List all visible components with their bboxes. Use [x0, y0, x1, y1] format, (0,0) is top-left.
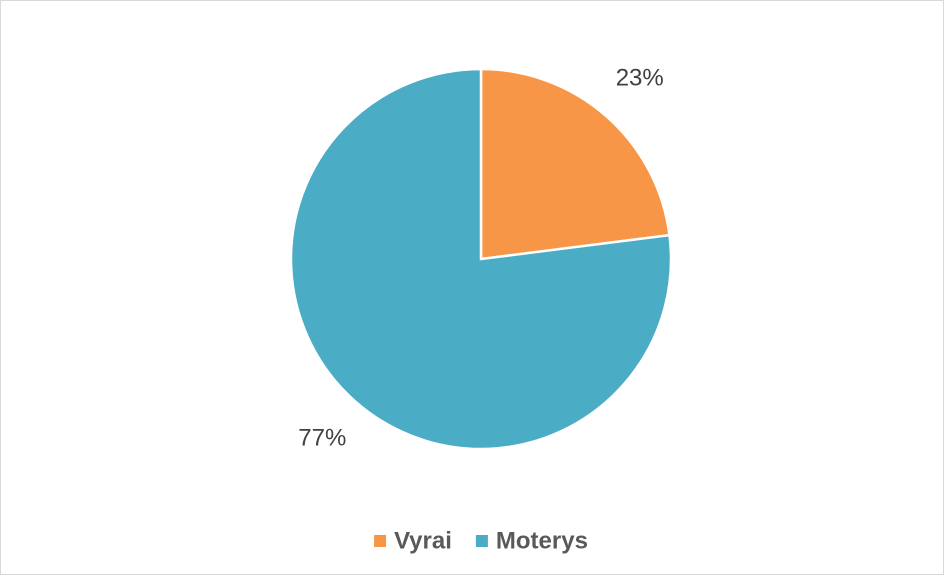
legend-swatch: [374, 535, 387, 547]
legend-label: Moterys: [496, 527, 588, 554]
legend-swatch: [475, 535, 488, 547]
data-label: 23%: [616, 64, 664, 91]
pie-slice: [479, 67, 671, 261]
data-label: 77%: [298, 424, 346, 451]
pie-slice: [289, 67, 673, 451]
legend-label: Vyrai: [394, 527, 452, 554]
